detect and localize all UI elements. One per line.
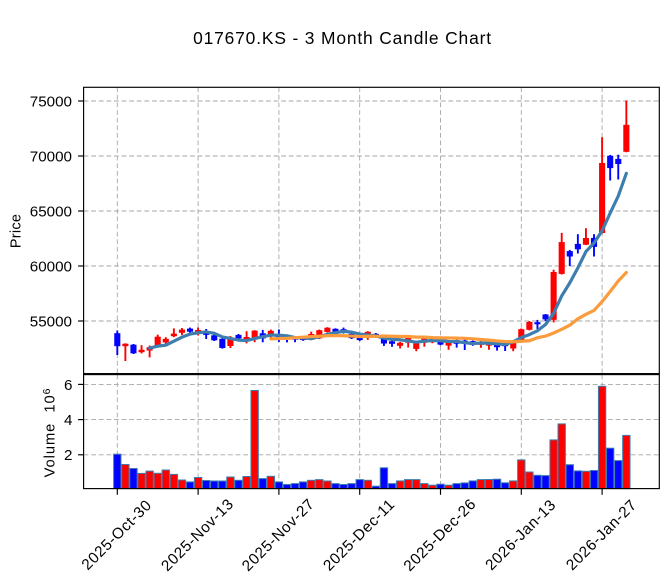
svg-text:75000: 75000 [30,93,72,110]
svg-text:70000: 70000 [30,148,72,165]
svg-text:017670.KS - 3 Month Candle Cha: 017670.KS - 3 Month Candle Chart [193,28,492,48]
svg-text:55000: 55000 [30,313,72,330]
svg-text:60000: 60000 [30,258,72,275]
svg-text:2: 2 [64,447,72,464]
svg-text:Volume 106: Volume 106 [41,388,59,478]
svg-text:Price: Price [9,214,25,248]
svg-text:65000: 65000 [30,203,72,220]
svg-text:6: 6 [64,377,72,394]
svg-text:4: 4 [64,412,72,429]
